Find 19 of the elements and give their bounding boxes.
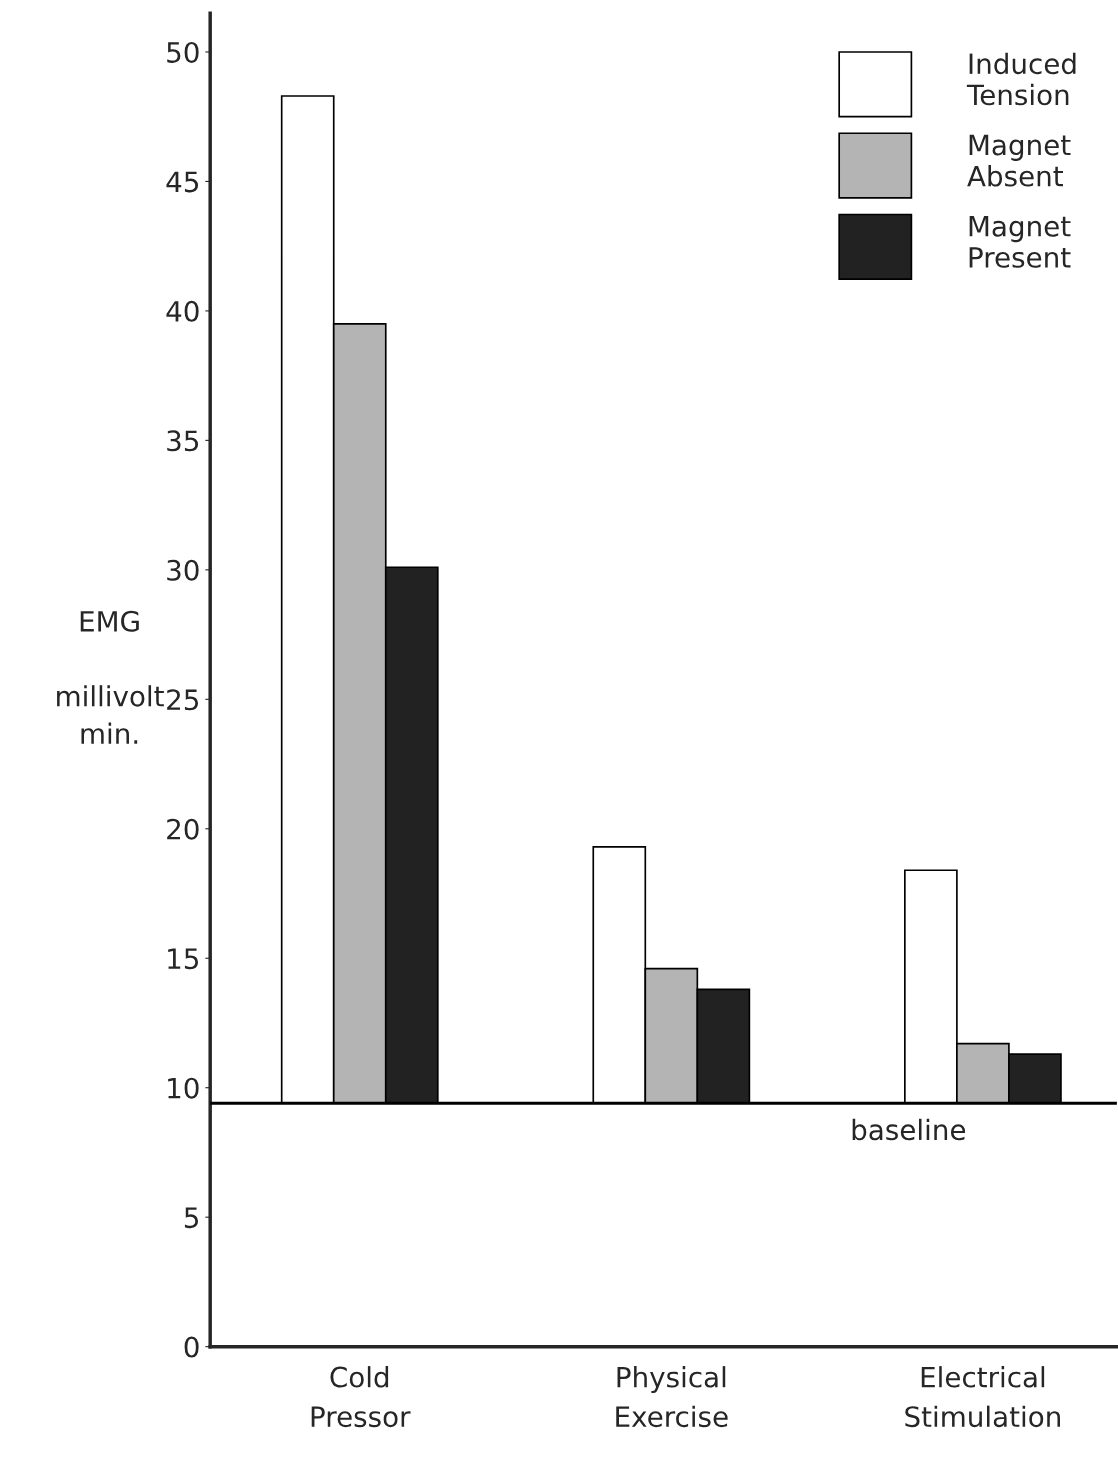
y-tick-label: 50 xyxy=(167,41,199,63)
y-tick-label: 35 xyxy=(167,430,199,452)
text: EMG millivolt min. xyxy=(57,610,164,744)
y-tick-label: 45 xyxy=(166,171,199,193)
y-tick-label: 15 xyxy=(168,948,199,970)
y-tick-label: 10 xyxy=(168,1077,199,1099)
ref-line-label: baseline xyxy=(852,1118,966,1141)
y-tick-label: 40 xyxy=(166,300,199,322)
legend-label: Magnet Present xyxy=(969,216,1071,268)
y-tick-label: 5 xyxy=(184,1207,199,1229)
x-tick-label: Electrical Stimulation xyxy=(905,1366,1060,1428)
y-tick-label: 30 xyxy=(167,559,199,581)
legend-label: Magnet Absent xyxy=(967,134,1071,187)
x-tick-label: Cold Pressor xyxy=(311,1366,411,1428)
y-tick-label: 0 xyxy=(184,1336,199,1358)
y-tick-label: 25 xyxy=(167,689,199,711)
y-tick-label: 20 xyxy=(167,818,199,840)
x-tick-label: Physical Exercise xyxy=(616,1366,728,1428)
legend-label: Induced Tension xyxy=(966,52,1076,106)
